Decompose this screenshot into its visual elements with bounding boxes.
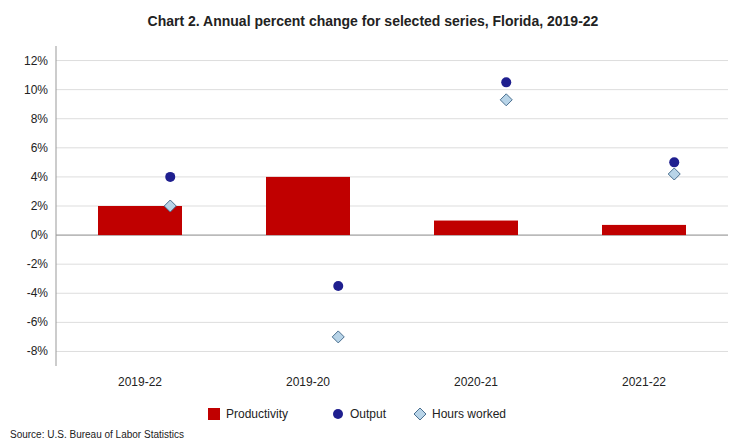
grid-line <box>56 293 728 294</box>
point-circle <box>669 157 679 167</box>
grid-line <box>56 60 728 61</box>
x-tick-label: 2019-20 <box>286 375 330 389</box>
grid-line <box>56 147 728 148</box>
grid-line <box>56 351 728 352</box>
point-circle <box>501 77 511 87</box>
y-tick-label: 10% <box>24 83 48 97</box>
legend-swatch <box>414 408 426 420</box>
grid-line <box>56 89 728 90</box>
series-bars <box>98 177 686 235</box>
y-tick-label: 4% <box>31 170 49 184</box>
grid-line <box>56 322 728 323</box>
x-tick-label: 2019-22 <box>118 375 162 389</box>
legend-swatch <box>208 408 220 420</box>
point-diamond <box>500 94 512 106</box>
series-points <box>164 94 680 343</box>
grid-line <box>56 176 728 177</box>
grid <box>56 61 728 352</box>
point-diamond <box>332 331 344 343</box>
point-circle <box>333 281 343 291</box>
legend-label: Output <box>350 407 387 421</box>
y-axis-line <box>56 46 57 366</box>
marks <box>98 77 686 343</box>
y-tick-label: -8% <box>27 344 49 358</box>
legend-swatch <box>333 409 343 419</box>
point-diamond <box>668 168 680 180</box>
y-tick-label: 8% <box>31 112 49 126</box>
y-tick-label: 12% <box>24 54 48 68</box>
x-tick-label: 2021-22 <box>622 375 666 389</box>
grid-line <box>56 118 728 119</box>
y-tick-label: 6% <box>31 141 49 155</box>
legend-label: Productivity <box>226 407 288 421</box>
legend: Productivity Output Hours worked <box>208 407 506 421</box>
y-tick-label: 0% <box>31 228 49 242</box>
source-note: Source: U.S. Bureau of Labor Statistics <box>10 429 184 440</box>
series-points <box>165 77 679 291</box>
x-tick-label: 2020-21 <box>454 375 498 389</box>
chart-svg: Chart 2. Annual percent change for selec… <box>0 0 746 448</box>
title: Chart 2. Annual percent change for selec… <box>148 13 599 29</box>
legend-label: Hours worked <box>432 407 506 421</box>
point-circle <box>165 172 175 182</box>
point-diamond <box>164 200 176 212</box>
y-tick-label: -6% <box>27 315 49 329</box>
y-tick-label: 2% <box>31 199 49 213</box>
y-tick-label: -2% <box>27 257 49 271</box>
bar <box>266 177 350 235</box>
y-tick-label: -4% <box>27 286 49 300</box>
grid-line <box>56 264 728 265</box>
chart-container: Chart 2. Annual percent change for selec… <box>0 0 746 448</box>
bar <box>434 221 518 236</box>
bar <box>602 225 686 235</box>
